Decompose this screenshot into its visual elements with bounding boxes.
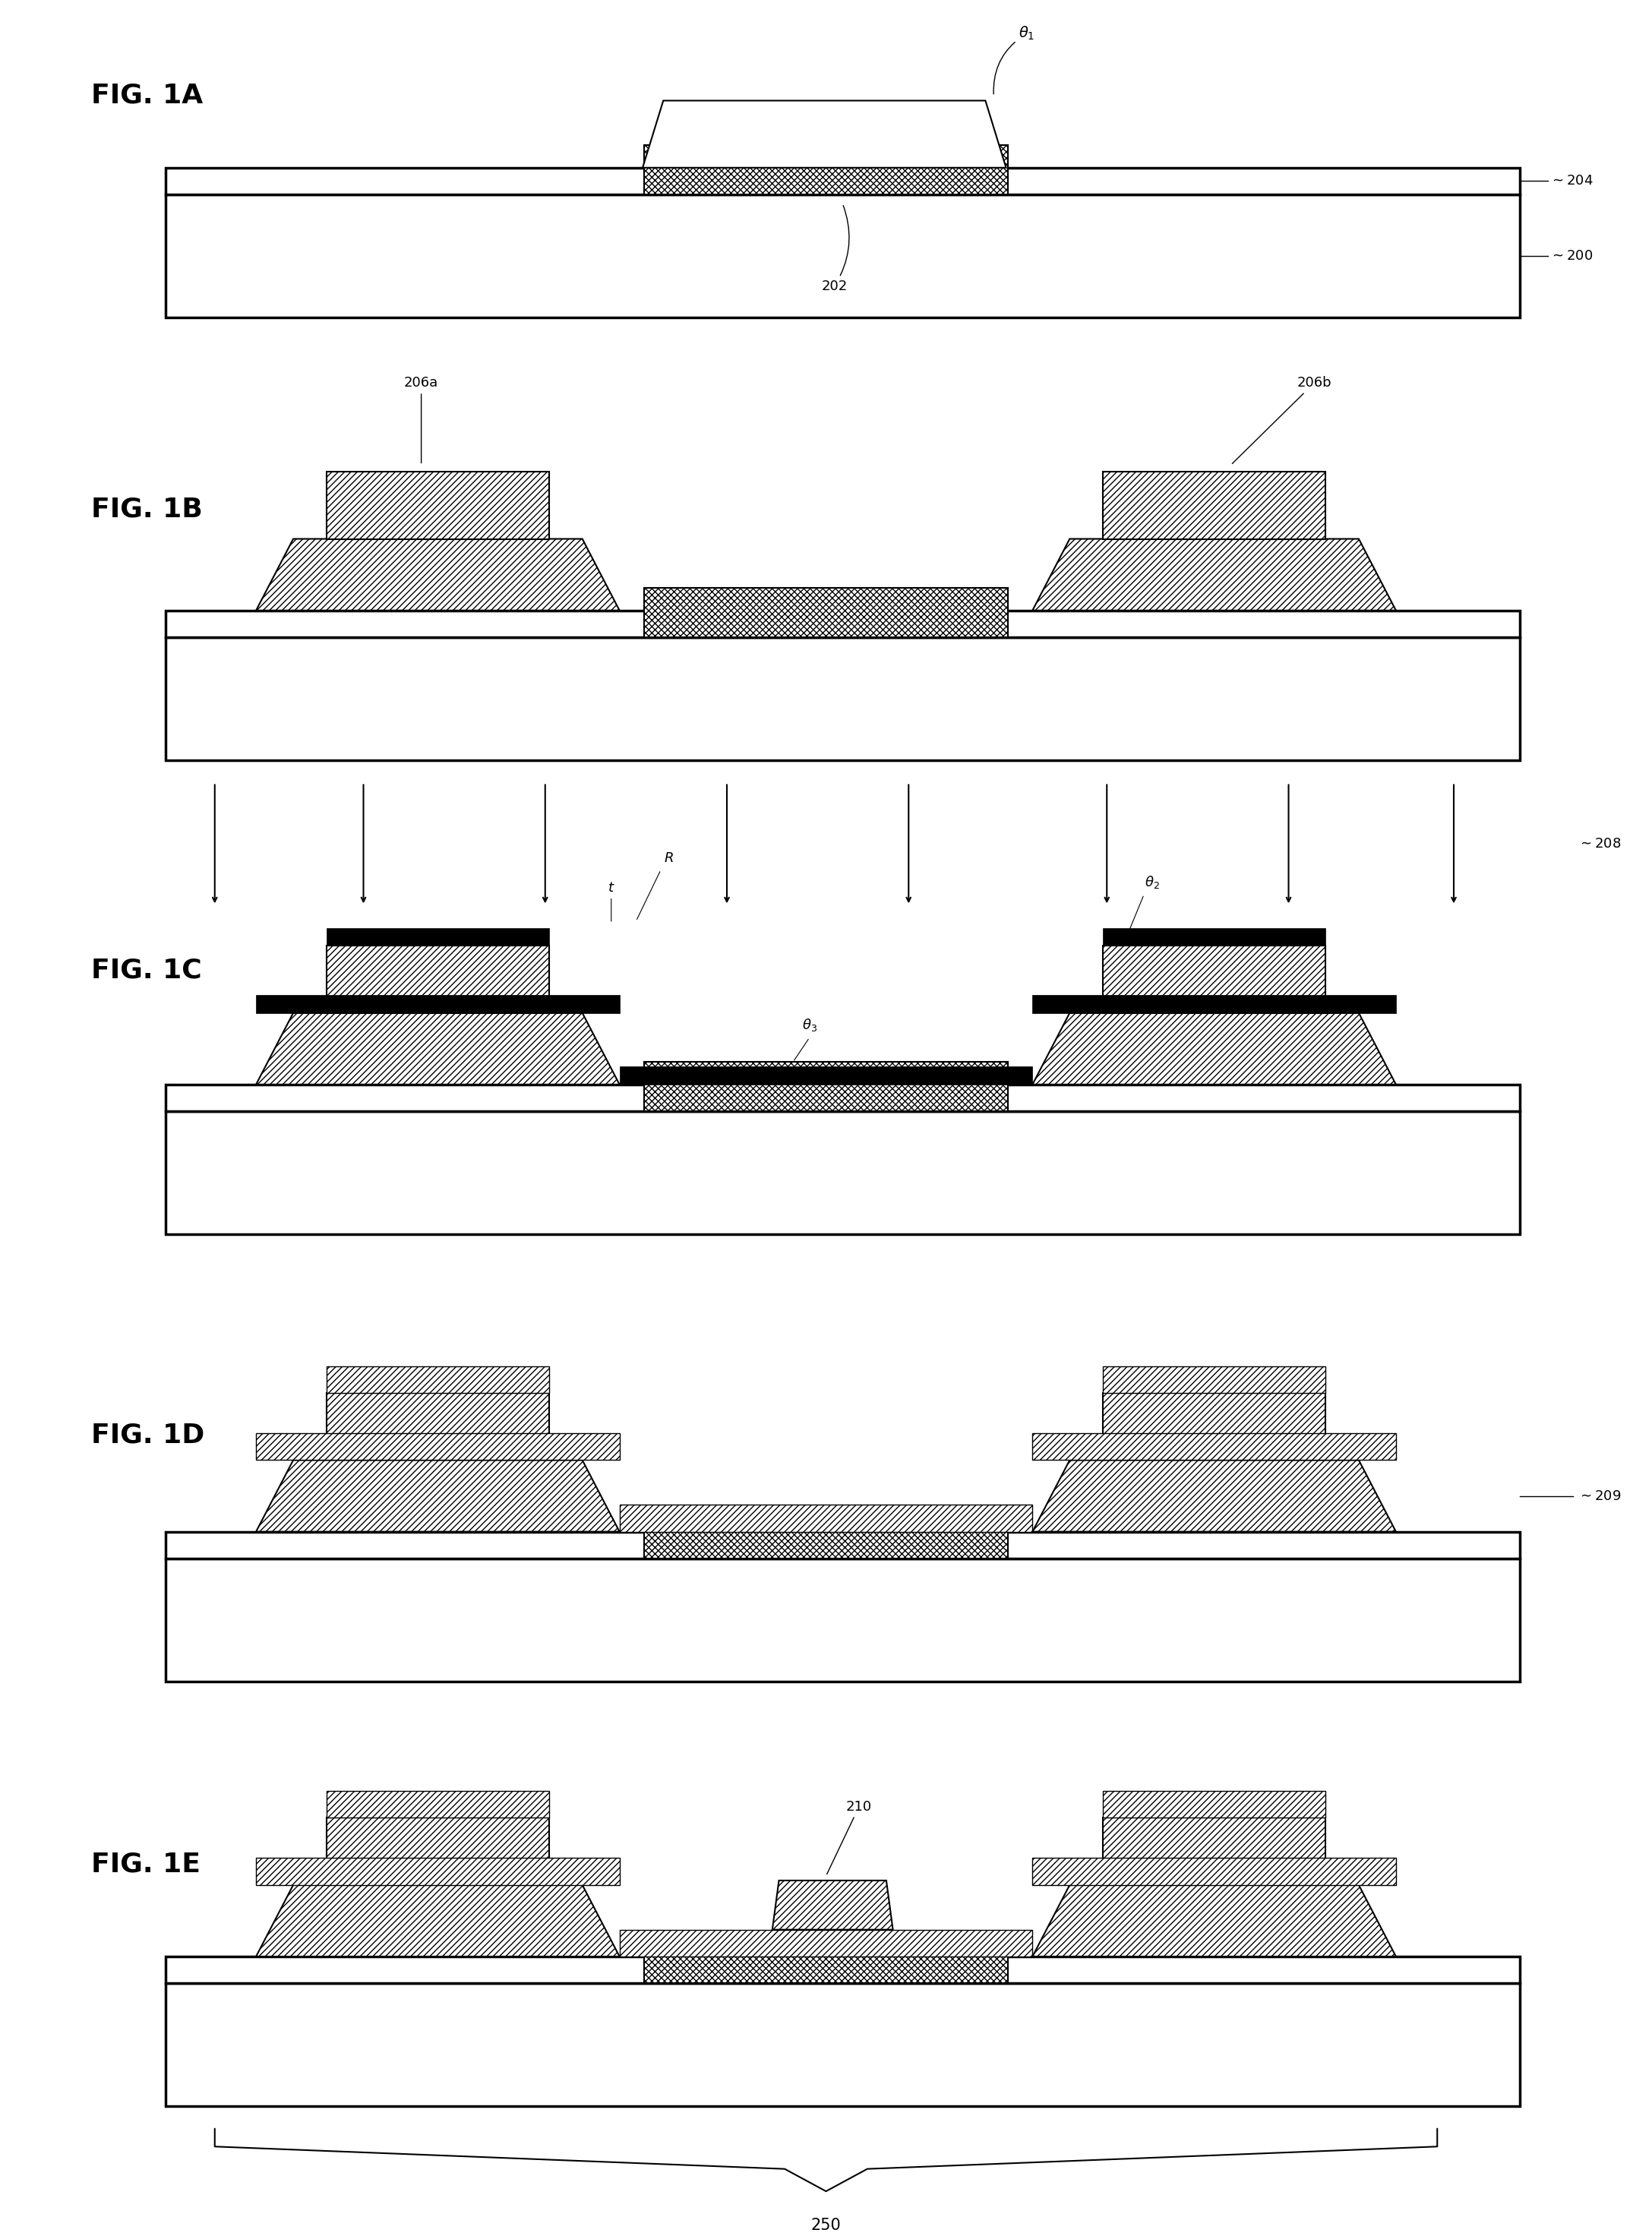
Polygon shape — [256, 995, 620, 1013]
Polygon shape — [165, 1084, 1520, 1111]
Text: $\theta_2$: $\theta_2$ — [1145, 874, 1160, 890]
Polygon shape — [1032, 1433, 1396, 1460]
Polygon shape — [325, 472, 548, 539]
Text: 206a: 206a — [405, 376, 438, 463]
Polygon shape — [620, 1067, 1032, 1084]
Text: 210: 210 — [828, 1800, 872, 1874]
Text: $\sim$200: $\sim$200 — [1550, 248, 1593, 264]
Text: $R$: $R$ — [664, 852, 674, 865]
Polygon shape — [165, 195, 1520, 318]
Polygon shape — [256, 539, 620, 610]
Polygon shape — [165, 1111, 1520, 1234]
Polygon shape — [165, 1983, 1520, 2106]
Polygon shape — [165, 1558, 1520, 1681]
Polygon shape — [1032, 539, 1396, 610]
Polygon shape — [256, 1013, 620, 1084]
Polygon shape — [1032, 1460, 1396, 1532]
Polygon shape — [1104, 928, 1325, 946]
Polygon shape — [325, 1818, 548, 1885]
Polygon shape — [1104, 1818, 1325, 1885]
Polygon shape — [644, 588, 1008, 637]
Text: 250: 250 — [811, 2218, 841, 2234]
Text: $\theta_3$: $\theta_3$ — [801, 1017, 818, 1033]
Polygon shape — [644, 1509, 1008, 1558]
Polygon shape — [325, 1366, 548, 1393]
Polygon shape — [165, 168, 1520, 195]
Polygon shape — [1104, 946, 1325, 1013]
Polygon shape — [325, 1791, 548, 1818]
Polygon shape — [325, 1393, 548, 1460]
Text: FIG. 1A: FIG. 1A — [91, 83, 203, 110]
Polygon shape — [620, 1930, 1032, 1956]
Polygon shape — [620, 1505, 1032, 1532]
Polygon shape — [165, 1956, 1520, 1983]
Text: 206b: 206b — [1232, 376, 1332, 463]
Polygon shape — [1104, 1393, 1325, 1460]
Polygon shape — [644, 145, 1008, 195]
Text: FIG. 1B: FIG. 1B — [91, 496, 202, 523]
Polygon shape — [256, 1858, 620, 1885]
Polygon shape — [256, 1885, 620, 1956]
Text: $\sim$209: $\sim$209 — [1578, 1489, 1621, 1503]
Polygon shape — [1104, 1366, 1325, 1393]
Polygon shape — [1032, 1013, 1396, 1084]
Polygon shape — [1104, 472, 1325, 539]
Polygon shape — [643, 101, 1006, 168]
Text: $\sim$208: $\sim$208 — [1578, 836, 1621, 852]
Polygon shape — [165, 1532, 1520, 1558]
Text: FIG. 1E: FIG. 1E — [91, 1851, 200, 1878]
Polygon shape — [325, 946, 548, 1013]
Polygon shape — [644, 1934, 1008, 1983]
Polygon shape — [1032, 995, 1396, 1013]
Polygon shape — [1032, 1885, 1396, 1956]
Text: FIG. 1D: FIG. 1D — [91, 1422, 205, 1449]
Polygon shape — [644, 1062, 1008, 1111]
Text: $\sim$204: $\sim$204 — [1550, 174, 1593, 188]
Polygon shape — [773, 1880, 892, 1930]
Text: 202: 202 — [821, 206, 849, 293]
Polygon shape — [165, 637, 1520, 760]
Polygon shape — [1104, 1791, 1325, 1818]
Polygon shape — [256, 1433, 620, 1460]
Polygon shape — [165, 610, 1520, 637]
Polygon shape — [1032, 1858, 1396, 1885]
Polygon shape — [325, 928, 548, 946]
Text: FIG. 1C: FIG. 1C — [91, 957, 202, 984]
Text: $t$: $t$ — [608, 881, 615, 894]
Text: $\theta_1$: $\theta_1$ — [993, 25, 1034, 94]
Polygon shape — [256, 1460, 620, 1532]
